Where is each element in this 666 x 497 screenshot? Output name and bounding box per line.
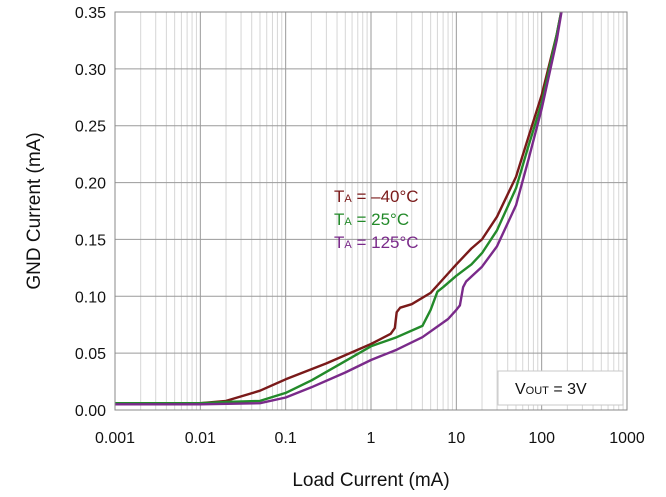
x-tick-label: 1 (367, 430, 376, 447)
x-tick-label: 0.001 (95, 430, 135, 447)
y-tick-label: 0.00 (75, 403, 106, 420)
y-tick-label: 0.30 (75, 62, 106, 79)
y-tick-label: 0.20 (75, 176, 106, 193)
series-layer (115, 12, 563, 406)
legend-entry: TA = 125°C (334, 233, 419, 252)
y-tick-labels: 0.00 0.05 0.10 0.15 0.20 0.25 0.30 0.35 (75, 5, 106, 420)
x-tick-label: 0.01 (185, 430, 216, 447)
plot-frame (114, 11, 628, 411)
series-line-3 (115, 12, 563, 406)
series-line-1 (115, 12, 563, 405)
y-tick-label: 0.25 (75, 119, 106, 136)
x-axis-label: Load Current (mA) (292, 470, 449, 491)
legend-entry: TA = 25°C (334, 210, 409, 229)
vout-annotation: VOUT = 3V (515, 381, 587, 398)
y-axis-label: GND Current (mA) (24, 132, 45, 289)
y-tick-label: 0.10 (75, 289, 106, 306)
vout-annotation-box (497, 370, 624, 406)
x-tick-label: 1000 (609, 430, 645, 447)
legend: TA = –40°C TA = 25°C TA = 125°C (334, 187, 419, 252)
y-tick-label: 0.15 (75, 232, 106, 249)
y-tick-label: 0.05 (75, 346, 106, 363)
legend-entry: TA = –40°C (334, 187, 419, 206)
x-tick-label: 0.1 (275, 430, 297, 447)
y-tick-label: 0.35 (75, 5, 106, 22)
series-line-2 (115, 12, 563, 405)
x-tick-label: 10 (447, 430, 465, 447)
x-tick-label: 100 (528, 430, 555, 447)
grid-lines (114, 11, 628, 411)
x-tick-labels: 0.001 0.01 0.1 1 10 100 1000 (95, 430, 645, 447)
